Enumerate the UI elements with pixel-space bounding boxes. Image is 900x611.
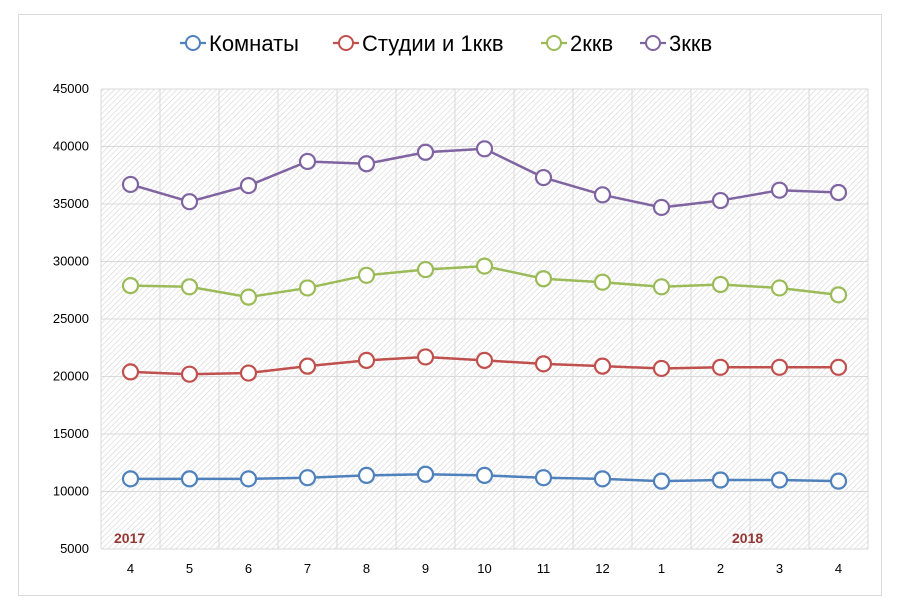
data-point (534, 355, 553, 373)
data-point (239, 470, 258, 488)
legend-label: 2ккв (570, 31, 613, 56)
y-tick-label: 45000 (53, 81, 89, 96)
data-point (239, 177, 258, 195)
data-point (357, 351, 376, 369)
data-point (475, 466, 494, 484)
series-1 (121, 348, 848, 383)
data-point (239, 288, 258, 306)
data-point (593, 357, 612, 375)
data-point (593, 470, 612, 488)
data-point (298, 469, 317, 487)
legend-marker-icon (546, 35, 562, 51)
data-point (652, 359, 671, 378)
x-tick-label: 4 (127, 561, 134, 576)
data-point (770, 358, 789, 376)
data-point (475, 257, 494, 275)
y-tick-label: 30000 (53, 254, 89, 269)
data-point (534, 168, 553, 187)
data-point (593, 273, 612, 291)
y-tick-label: 10000 (53, 484, 89, 499)
y-tick-label: 35000 (53, 196, 89, 211)
data-point (121, 363, 140, 381)
data-point (239, 364, 258, 382)
data-point (652, 278, 671, 296)
data-point (770, 471, 789, 489)
legend-item-1: Студии и 1ккв (333, 31, 504, 56)
x-tick-label: 7 (304, 561, 311, 576)
x-tick-label: 9 (422, 561, 429, 576)
y-tick-label: 25000 (53, 311, 89, 326)
x-tick-label: 6 (245, 561, 252, 576)
data-point (180, 278, 199, 296)
data-point (416, 465, 435, 483)
data-point (711, 275, 730, 294)
data-point (829, 183, 848, 202)
data-point (475, 351, 494, 369)
legend-marker-icon (338, 35, 354, 51)
data-point (829, 472, 848, 490)
y-tick-label: 15000 (53, 426, 89, 441)
data-point (357, 266, 376, 284)
data-point (298, 279, 317, 297)
data-point (475, 140, 494, 158)
legend-label: 3ккв (669, 31, 712, 56)
series-3 (121, 140, 848, 217)
data-point (121, 470, 140, 488)
data-point (593, 186, 612, 204)
data-point (298, 152, 317, 171)
data-point (711, 191, 730, 210)
data-point (121, 175, 140, 194)
data-point (534, 270, 553, 288)
x-tick-label: 3 (776, 561, 783, 576)
data-point (652, 198, 671, 217)
legend-marker-icon (645, 35, 661, 51)
x-tick-label: 4 (835, 561, 842, 576)
data-point (534, 469, 553, 487)
data-point (180, 470, 199, 488)
data-point (829, 358, 848, 376)
legend-label: Студии и 1ккв (362, 31, 504, 56)
data-point (357, 466, 376, 484)
series-2 (121, 257, 848, 306)
data-point (711, 358, 730, 376)
series-0 (121, 465, 848, 490)
data-point (652, 472, 671, 490)
y-tick-label: 20000 (53, 369, 89, 384)
x-tick-label: 1 (658, 561, 665, 576)
data-point (770, 279, 789, 297)
year-label-2018: 2018 (732, 530, 763, 546)
legend-item-3: 3ккв (640, 31, 712, 56)
legend-item-0: Комнаты (180, 31, 299, 56)
data-point (180, 365, 199, 383)
year-label-2017: 2017 (114, 530, 145, 546)
data-point (298, 357, 317, 375)
x-tick-label: 8 (363, 561, 370, 576)
legend-label: Комнаты (209, 31, 299, 56)
y-tick-label: 5000 (60, 541, 89, 556)
data-point (121, 277, 140, 295)
x-tick-label: 2 (717, 561, 724, 576)
chart-frame (18, 14, 882, 596)
data-point (416, 143, 435, 161)
data-point (711, 471, 730, 489)
data-point (829, 286, 848, 304)
data-point (180, 193, 199, 211)
data-point (416, 348, 435, 366)
legend-marker-icon (185, 35, 201, 51)
legend-item-2: 2ккв (541, 31, 613, 56)
x-tick-label: 12 (595, 561, 609, 576)
y-tick-label: 40000 (53, 139, 89, 154)
data-point (357, 155, 376, 173)
x-tick-label: 10 (477, 561, 491, 576)
x-tick-label: 5 (186, 561, 193, 576)
x-tick-label: 11 (537, 561, 551, 576)
data-point (416, 260, 435, 279)
data-point (770, 181, 789, 199)
